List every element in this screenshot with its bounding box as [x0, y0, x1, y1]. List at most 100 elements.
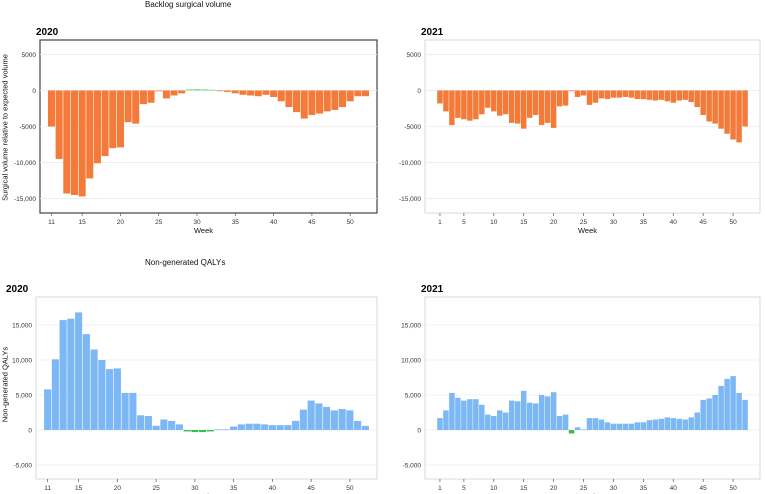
bar-week-37 [245, 423, 253, 430]
bar-week-16 [526, 90, 533, 118]
bar-week-21 [121, 392, 129, 430]
bar-week-38 [253, 423, 261, 430]
bar-week-51 [354, 90, 362, 97]
bar-week-32 [206, 430, 214, 432]
bar-week-20 [113, 368, 121, 430]
bar-week-47 [712, 90, 718, 124]
y-tick-label: 15,000 [401, 323, 421, 330]
x-tick-label: 15 [520, 219, 528, 226]
bar-week-8 [479, 404, 485, 430]
bar-week-40 [270, 90, 278, 97]
bar-week-45 [700, 399, 706, 430]
bar-week-26 [160, 419, 168, 430]
bar-week-41 [276, 425, 284, 430]
x-tick-label: 40 [269, 485, 277, 492]
y-tick-label: 10,000 [401, 358, 421, 365]
bar-week-46 [706, 398, 712, 430]
bar-week-15 [520, 390, 527, 430]
bar-week-22 [132, 90, 140, 124]
x-tick-label: 25 [580, 219, 588, 226]
x-tick-label: 45 [700, 219, 708, 226]
x-tick-label: 1 [438, 485, 442, 492]
bar-week-3 [449, 392, 455, 430]
bar-week-27 [592, 90, 599, 103]
bar-week-17 [93, 90, 101, 164]
bar-week-43 [688, 417, 694, 430]
bar-week-25 [580, 90, 587, 96]
bar-week-13 [63, 90, 71, 194]
bar-week-36 [646, 420, 653, 430]
x-tick-label: 20 [550, 485, 558, 492]
x-axis-title: Week [192, 492, 211, 494]
panel-label-backlog-2021: 2021 [421, 27, 444, 38]
x-tick-label: 20 [117, 219, 125, 226]
bar-week-35 [640, 422, 647, 430]
plot-area [424, 296, 761, 480]
bar-week-52 [742, 399, 748, 430]
bar-week-40 [670, 90, 677, 103]
bar-week-44 [694, 412, 700, 430]
bar-week-52 [361, 425, 369, 430]
bar-week-30 [610, 423, 617, 430]
bar-week-1 [437, 418, 443, 430]
bar-week-18 [538, 395, 545, 430]
x-axis-title: Week [578, 492, 597, 494]
bar-week-18 [101, 90, 109, 157]
bar-week-45 [308, 90, 316, 115]
y-tick-label: -5000 [404, 124, 421, 131]
bar-week-4 [455, 397, 461, 430]
bar-week-30 [610, 90, 617, 98]
bar-week-42 [682, 419, 688, 430]
bar-week-50 [730, 376, 736, 430]
bar-week-17 [90, 349, 98, 430]
panel-backlog-2020: 5000 0 -5000 -10,000 -15,000 11 15 20 25 30 35 40 45… [14, 39, 378, 235]
y-tick-label: -5,000 [14, 463, 33, 470]
panel-label-qalys-2020: 2020 [6, 284, 29, 295]
bar-week-50 [346, 410, 354, 430]
bar-week-48 [331, 90, 339, 110]
bar-week-20 [550, 90, 557, 128]
bar-week-32 [208, 89, 216, 91]
bar-week-23 [568, 430, 575, 434]
bar-week-19 [544, 396, 551, 430]
bar-week-18 [538, 90, 545, 126]
bar-week-52 [361, 90, 370, 97]
bar-week-49 [724, 90, 730, 134]
panel-qalys-2020: 15,000 10,000 5,000 0 -5,000 11 15 20 25 30 35 40 45… [12, 296, 378, 494]
y-tick-label: 5,000 [16, 393, 33, 400]
bar-week-39 [262, 90, 270, 95]
x-axis-title: Week [578, 226, 597, 235]
x-tick-label: 20 [114, 485, 122, 492]
bar-week-52 [742, 90, 748, 127]
bar-week-48 [718, 90, 724, 129]
bar-week-51 [354, 420, 362, 430]
bar-week-20 [116, 90, 124, 148]
bar-week-14 [67, 318, 75, 430]
bar-week-48 [718, 385, 724, 430]
y-tick-label: -10,000 [14, 160, 36, 167]
bar-week-18 [98, 360, 106, 430]
y-tick-label: 0 [417, 88, 421, 95]
bar-week-45 [700, 90, 706, 115]
panel-label-qalys-2021: 2021 [421, 284, 444, 295]
bar-week-2 [443, 90, 449, 112]
bar-week-10 [491, 90, 497, 112]
bar-week-13 [508, 400, 515, 430]
bar-week-16 [86, 90, 94, 179]
bar-week-49 [724, 378, 730, 430]
bar-week-31 [616, 423, 623, 430]
bar-week-34 [224, 90, 232, 92]
bar-week-23 [137, 415, 145, 430]
section-title-backlog: Backlog surgical volume [145, 0, 232, 9]
bar-week-28 [598, 419, 605, 430]
y-tick-label: 5,000 [405, 393, 422, 400]
y-tick-label: 0 [32, 88, 36, 95]
bar-week-8 [479, 90, 485, 115]
bar-week-2 [443, 410, 449, 430]
y-tick-label: 0 [417, 428, 421, 435]
bar-week-12 [503, 90, 509, 115]
x-tick-label: 50 [729, 485, 737, 492]
y-tick-label: 15,000 [12, 323, 32, 330]
bar-week-50 [346, 90, 354, 102]
